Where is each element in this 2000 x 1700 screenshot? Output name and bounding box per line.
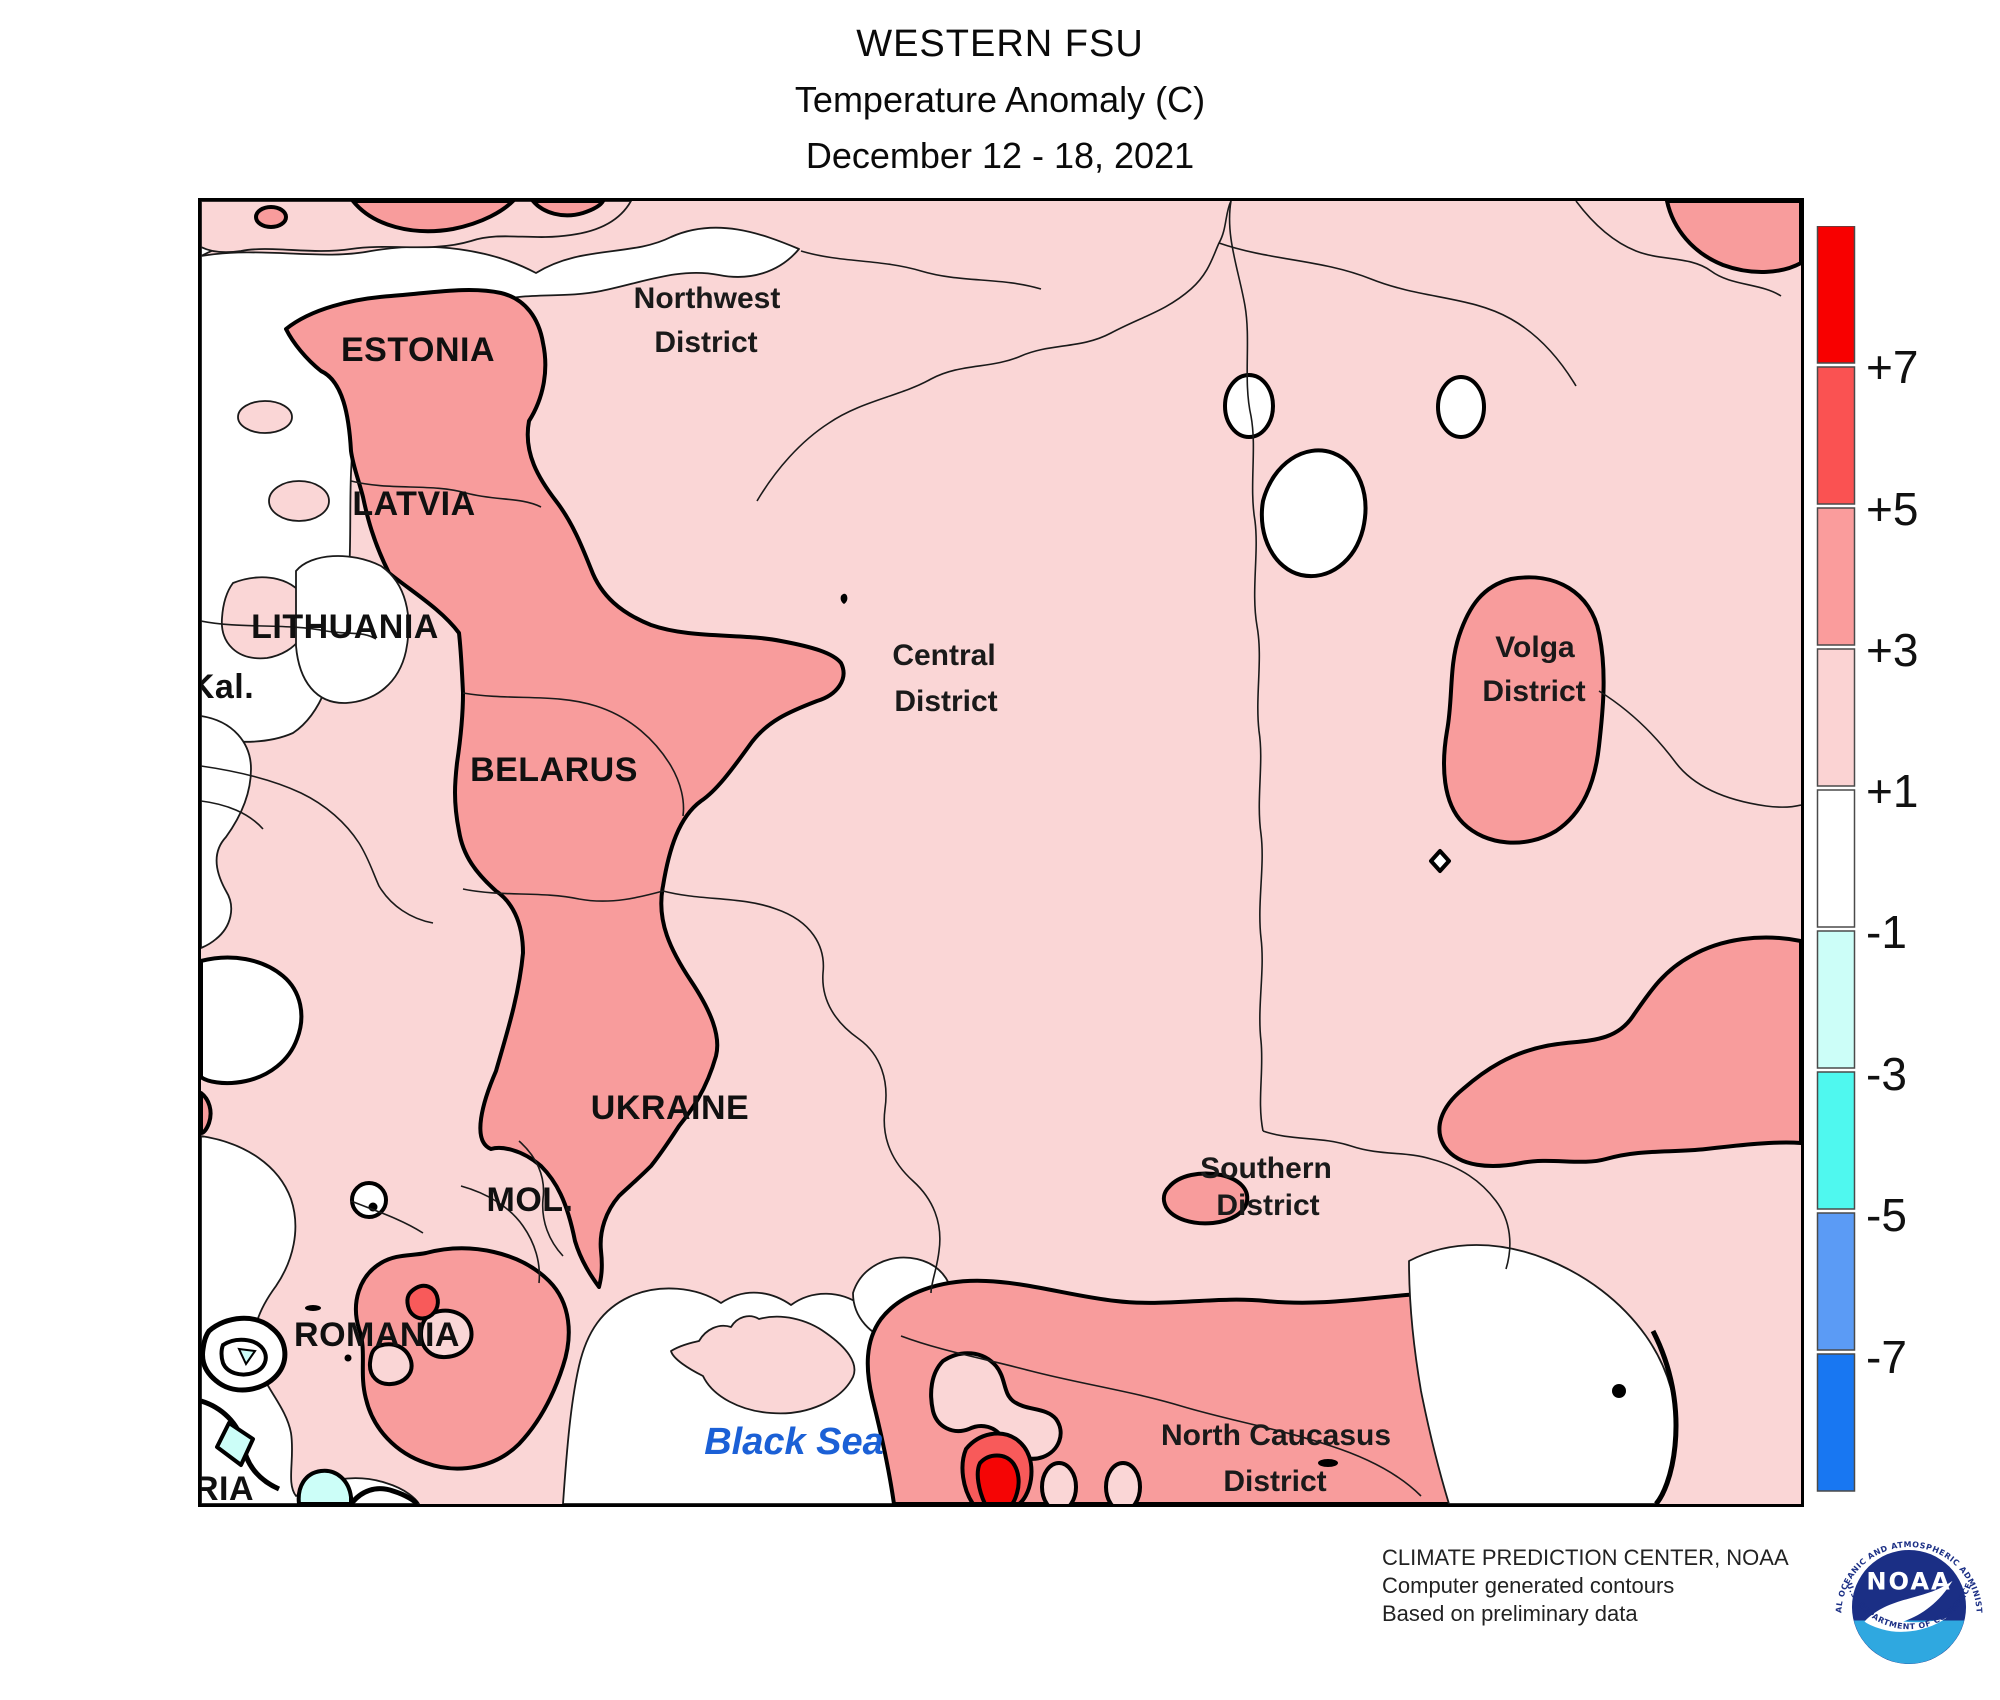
label-volga-district-2: District <box>1482 675 1585 708</box>
southwest-white-region <box>201 1135 420 1504</box>
legend-segment-5-7 <box>1816 366 1856 505</box>
legend-segment-gt7 <box>1816 225 1856 364</box>
label-southern-district-2: District <box>1216 1189 1319 1222</box>
legend-segment-ltn7 <box>1816 1353 1856 1492</box>
west-white-strip <box>201 715 252 949</box>
label-moldova: MOL. <box>487 1181 574 1219</box>
label-central-district-1: Central <box>892 639 995 672</box>
island <box>237 400 293 434</box>
label-lithuania: LITHUANIA <box>251 608 439 646</box>
legend-tick-n1: -1 <box>1866 906 1907 958</box>
legend-segment-3-5 <box>1816 507 1856 646</box>
romania-warm-region <box>305 1246 571 1471</box>
small-white-ring <box>350 1181 388 1219</box>
color-scale-legend <box>1816 225 1856 1502</box>
label-central-district-2: District <box>894 685 997 718</box>
southern-warm-blob <box>1161 1171 1250 1226</box>
legend-segment-n3-n1 <box>1816 930 1856 1069</box>
legend-tick-n3: -3 <box>1866 1048 1907 1100</box>
district-borders <box>201 201 1801 1497</box>
map-dash <box>1318 1459 1338 1467</box>
credit-line-3: Based on preliminary data <box>1382 1601 1638 1626</box>
volga-warm-region <box>1442 575 1606 845</box>
crimea-peninsula <box>670 1315 856 1415</box>
map-mark <box>840 593 848 604</box>
page-title: WESTERN FSU <box>856 23 1144 65</box>
hot-core <box>975 1453 1021 1504</box>
seagull-icon <box>1864 1580 1953 1632</box>
map-dash <box>305 1305 321 1311</box>
date-range: December 12 - 18, 2021 <box>805 135 1195 176</box>
label-kaliningrad: Kal. <box>201 668 254 706</box>
west-white-region <box>201 955 304 1086</box>
island <box>268 480 330 522</box>
label-southern-district-1: Southern <box>1200 1152 1332 1185</box>
legend-segment-n7-n5 <box>1816 1212 1856 1351</box>
map-dot <box>1612 1384 1626 1398</box>
credits-block: CLIMATE PREDICTION CENTER, NOAA Computer… <box>1382 1544 1789 1628</box>
label-northwest-district-2: District <box>654 326 757 359</box>
label-northwest-district-1: Northwest <box>634 282 781 315</box>
label-volga-district-1: Volga <box>1495 631 1575 664</box>
southeast-white-region <box>1318 1244 1679 1504</box>
title-block: WESTERN FSU Temperature Anomaly (C) Dece… <box>0 16 2000 184</box>
legend-segment-n1-1 <box>1816 789 1856 928</box>
label-ukraine: UKRAINE <box>591 1089 749 1127</box>
finland-coast <box>201 201 632 254</box>
east-warm-region <box>1437 935 1801 1168</box>
label-estonia: ESTONIA <box>341 331 495 369</box>
logo-acronym: NOAA <box>1866 1568 1951 1596</box>
label-bulgaria-partial: RIA <box>201 1470 254 1504</box>
white-oval <box>1436 375 1486 439</box>
credit-line-1: CLIMATE PREDICTION CENTER, NOAA <box>1382 1545 1789 1570</box>
legend-segment-1-3 <box>1816 648 1856 787</box>
page-subtitle: Temperature Anomaly (C) <box>794 79 1206 120</box>
cold-patch <box>237 1347 257 1367</box>
noaa-logo: NOAA NATIONAL OCEANIC AND ATMOSPHERIC AD… <box>1823 1521 1995 1693</box>
legend-tick-n7: -7 <box>1866 1331 1907 1383</box>
gulf-of-riga <box>295 555 410 704</box>
hot-spot-romania <box>405 1283 440 1321</box>
warm-band-region <box>284 288 846 1289</box>
label-north-caucasus-2: District <box>1223 1465 1326 1498</box>
anomaly-map: ESTONIA LATVIA LITHUANIA Kal. BELARUS UK… <box>198 198 1804 1507</box>
small-diamond <box>1429 849 1451 873</box>
label-romania: ROMANIA <box>294 1316 460 1354</box>
white-blob <box>1259 448 1368 579</box>
north-caucasus-warm-region <box>865 1278 1543 1504</box>
credit-line-2: Computer generated contours <box>1382 1573 1675 1598</box>
legend-segment-n5-n3 <box>1816 1071 1856 1210</box>
label-belarus: BELARUS <box>470 751 638 789</box>
edge-warm-mark <box>201 1091 213 1135</box>
legend-tick-n5: -5 <box>1866 1189 1907 1241</box>
map-canvas: ESTONIA LATVIA LITHUANIA Kal. BELARUS UK… <box>201 201 1801 1504</box>
legend-tick-p3: +3 <box>1866 624 1919 676</box>
cold-patch <box>296 1468 353 1504</box>
label-latvia: LATVIA <box>352 485 475 523</box>
map-dot <box>344 1354 352 1362</box>
label-black-sea: Black Sea <box>704 1421 884 1463</box>
cold-patch <box>215 1421 255 1467</box>
northeast-warm-corner <box>1665 201 1801 274</box>
legend-tick-p1: +1 <box>1866 765 1919 817</box>
legend-tick-p5: +5 <box>1866 483 1919 535</box>
legend-tick-p7: +7 <box>1866 341 1919 393</box>
label-north-caucasus-1: North Caucasus <box>1161 1419 1391 1452</box>
island <box>221 576 310 660</box>
